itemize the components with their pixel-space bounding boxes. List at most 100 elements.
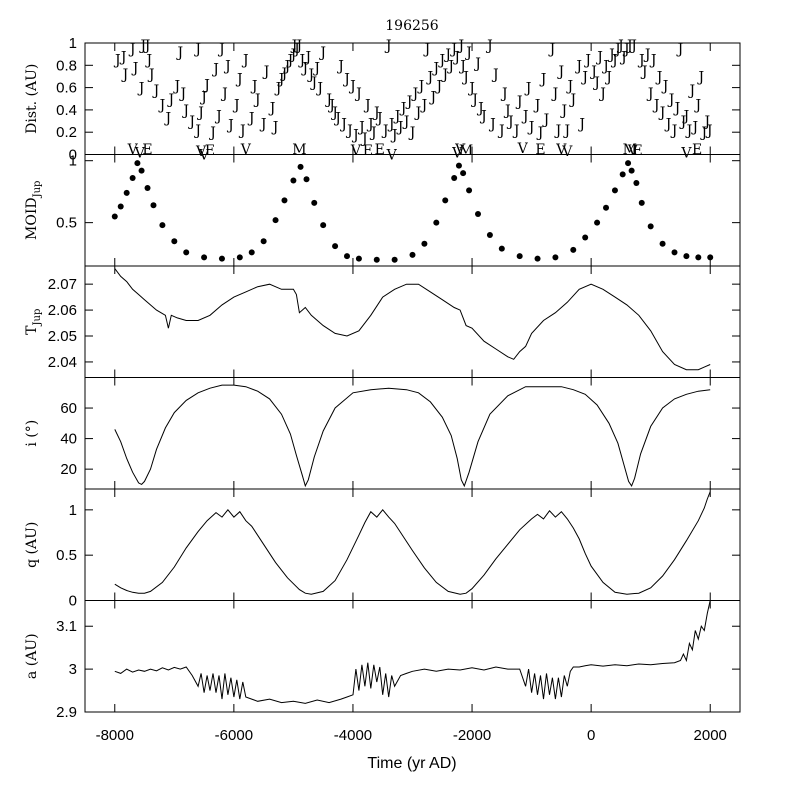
moid-point [218, 255, 225, 262]
encounter-marker-J: J [181, 103, 189, 119]
moid-point [171, 238, 178, 245]
encounter-marker-J: J [289, 47, 297, 63]
encounter-marker-J: J [457, 38, 465, 54]
encounter-marker-J: J [226, 117, 234, 133]
encounter-marker-J: J [649, 53, 657, 69]
moid-point [236, 254, 243, 261]
encounter-marker-J: J [399, 101, 407, 117]
encounter-marker-E: E [142, 142, 152, 158]
encounter-marker-J: J [702, 114, 710, 130]
encounter-marker-J: J [396, 120, 404, 136]
encounter-marker-J: J [426, 69, 434, 85]
encounter-marker-J: J [405, 94, 413, 110]
encounter-marker-J: J [164, 111, 172, 127]
ytick-label-q: 1 [69, 502, 77, 519]
moid-point [117, 203, 124, 210]
y-axis-label-inc: i (°) [24, 420, 40, 447]
encounter-marker-J: J [167, 92, 175, 108]
encounter-marker-J: J [147, 67, 155, 83]
encounter-marker-J: J [610, 53, 618, 69]
moid-point [455, 162, 462, 169]
encounter-marker-J: J [211, 62, 219, 78]
encounter-marker-J: J [595, 49, 603, 65]
series-line-tjup [114, 268, 711, 371]
encounter-marker-J: J [193, 42, 201, 58]
moid-point [486, 232, 493, 239]
panel-tjup: 2.04 2.05 2.06 2.07 TJup [24, 265, 741, 378]
encounter-marker-J: J [131, 61, 139, 77]
moid-point [159, 222, 166, 229]
moid-point [695, 254, 702, 261]
moid-point [582, 234, 589, 241]
encounter-marker-J: J [470, 92, 478, 108]
encounter-marker-J: J [667, 92, 675, 108]
ytick-label-inc: 40 [60, 431, 77, 448]
encounter-marker-J: J [354, 86, 362, 102]
encounter-marker-E: E [363, 143, 373, 159]
ytick-label-dist: 1 [69, 35, 77, 52]
encounter-marker-J: J [330, 105, 338, 121]
moid-point [683, 253, 690, 260]
moid-point [475, 210, 481, 217]
encounter-marker-J: J [539, 72, 547, 88]
encounter-marker-J: J [503, 103, 511, 119]
encounter-marker-J: J [342, 72, 350, 88]
moid-point [594, 219, 601, 226]
moid-point [628, 167, 635, 174]
encounter-marker-J: J [500, 86, 508, 102]
encounter-marker-J: J [565, 78, 573, 94]
moid-point [297, 163, 304, 170]
moid-point [659, 240, 666, 247]
y-axis-label-dist: Dist. (AU) [24, 64, 40, 134]
encounter-marker-J: J [348, 78, 356, 94]
encounter-marker-V: V [195, 144, 207, 160]
encounter-marker-J: J [536, 125, 544, 141]
encounter-marker-J: J [604, 69, 612, 85]
moid-point [671, 249, 678, 256]
ytick-label-q: 0 [69, 593, 77, 610]
encounter-marker-J: J [333, 111, 341, 127]
encounter-marker-J: J [563, 123, 571, 139]
encounter-marker-J: J [655, 69, 663, 85]
encounter-marker-J: J [223, 58, 231, 74]
y-axis-label-text: q (AU) [24, 522, 40, 568]
series-line-inc [114, 384, 711, 488]
panel-q: 0 0.5 1 q (AU) [24, 488, 741, 610]
moid-point [451, 175, 458, 182]
encounter-marker-J: J [411, 86, 419, 102]
encounter-marker-J: J [560, 103, 568, 119]
y-axis-label-text: a (AU) [24, 633, 40, 679]
encounter-marker-J: J [506, 114, 514, 130]
encounter-marker-J: J [253, 92, 261, 108]
moid-point [466, 187, 473, 194]
encounter-marker-E: E [632, 143, 642, 159]
encounter-marker-V: V [350, 143, 362, 159]
encounter-marker-J: J [283, 58, 291, 74]
encounter-marker-J: J [696, 69, 704, 85]
x-axis: -8000 -6000 -4000 -2000 0 2000 [96, 727, 727, 744]
encounter-marker-J: J [670, 123, 678, 139]
moid-point [421, 240, 428, 247]
moid-point [498, 245, 505, 252]
ytick-label-inc: 20 [60, 461, 77, 478]
encounter-marker-J: J [268, 101, 276, 117]
encounter-marker-J: J [476, 101, 484, 117]
encounter-marker-J: J [247, 111, 255, 127]
moid-point [570, 246, 577, 253]
ytick-label-tjup: 2.05 [48, 328, 77, 345]
moid-point [272, 217, 279, 224]
xtick-label: -6000 [215, 727, 253, 744]
moid-point [303, 176, 310, 183]
ytick-label-dist: 0 [69, 147, 77, 164]
encounter-marker-J: J [661, 78, 669, 94]
ytick-label-q: 0.5 [56, 547, 77, 564]
moid-point [433, 219, 440, 226]
panel-a-frame [84, 600, 741, 713]
encounter-marker-J: J [139, 38, 147, 54]
moid-point [409, 251, 416, 258]
encounter-marker-J: J [554, 123, 562, 139]
encounter-marker-V: V [198, 148, 210, 164]
moid-point [138, 167, 145, 174]
encounter-marker-J: J [214, 108, 222, 124]
